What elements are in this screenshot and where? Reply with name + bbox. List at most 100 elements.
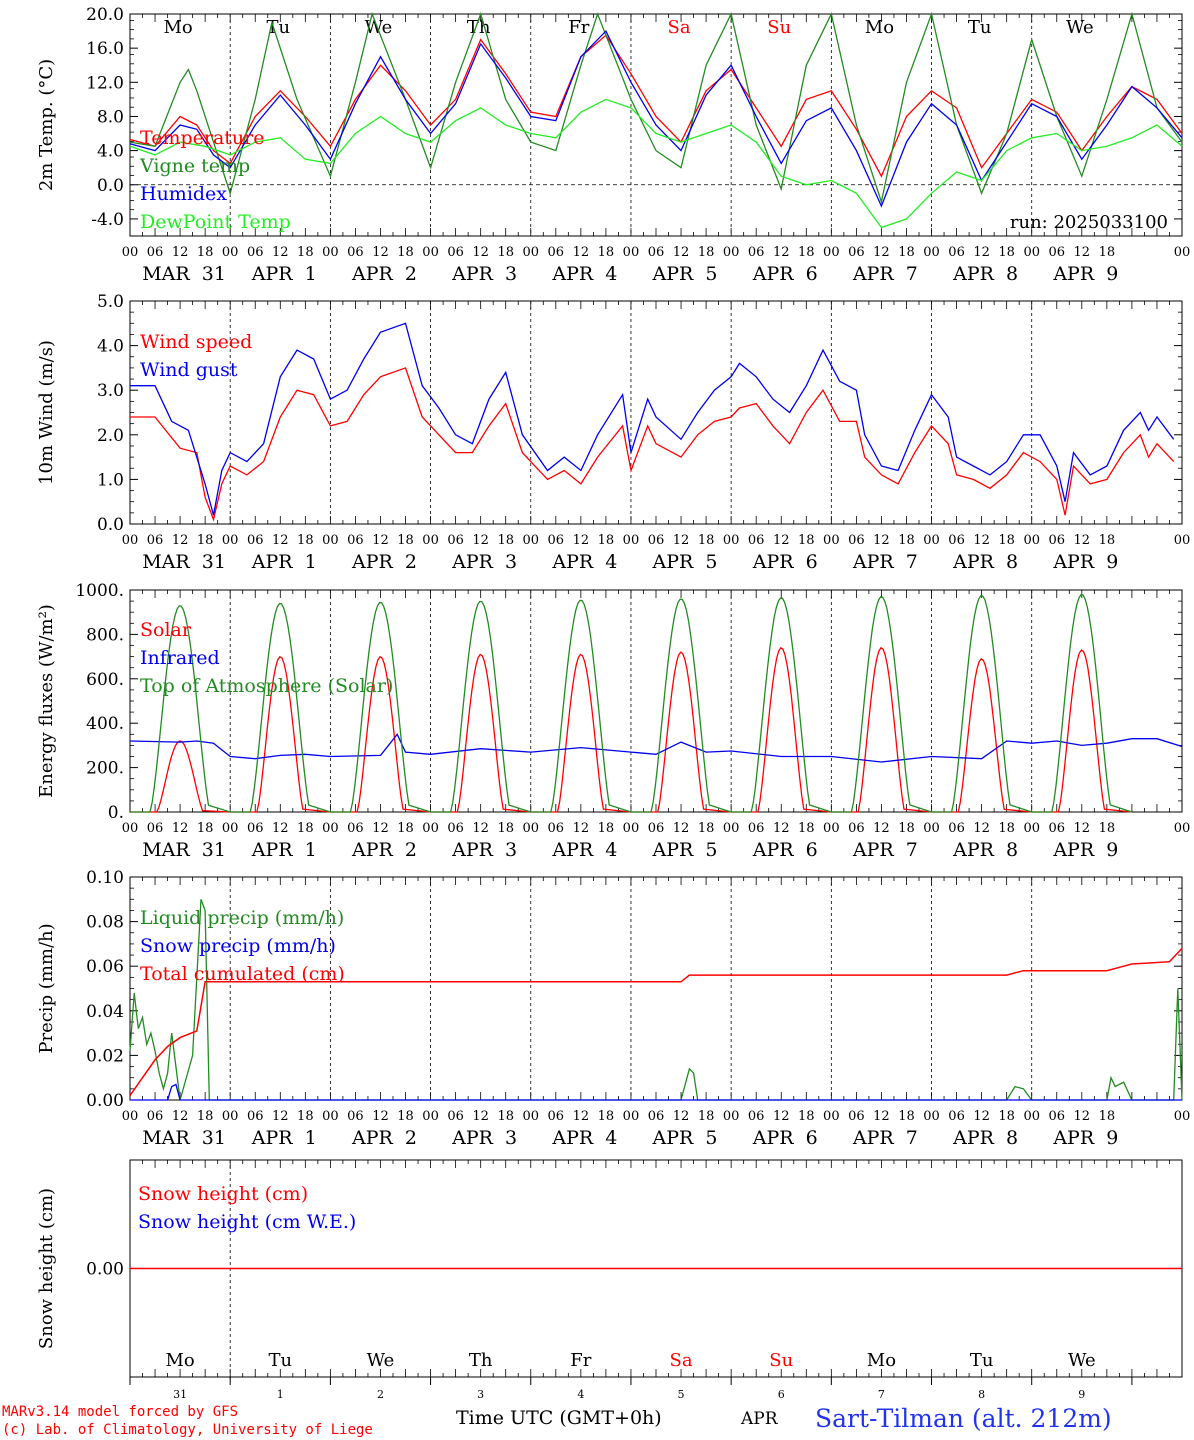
hour-tick-label: 00: [322, 533, 339, 548]
hour-tick-label: 06: [948, 821, 965, 836]
hour-tick-label: 00: [222, 821, 239, 836]
hour-tick-label: 18: [798, 245, 815, 260]
hour-tick-label: 12: [973, 1109, 990, 1124]
hour-tick-label: 12: [472, 533, 489, 548]
hour-tick-label: 12: [372, 245, 389, 260]
hour-tick-label: 18: [297, 533, 314, 548]
weekday-label: Sa: [668, 17, 691, 38]
hour-tick-label: 06: [347, 245, 364, 260]
y-tick-label: 0.0: [97, 176, 124, 196]
weekday-label: Mo: [163, 17, 192, 38]
weekday-label: Fr: [570, 1350, 591, 1371]
hour-tick-label: 12: [873, 821, 890, 836]
hour-tick-label: 12: [172, 821, 189, 836]
hour-tick-label: 06: [848, 1109, 865, 1124]
hour-tick-label: 06: [447, 533, 464, 548]
legend-entry: Snow height (cm W.E.): [138, 1211, 356, 1233]
y-tick-label: 1000.: [75, 581, 124, 601]
hour-tick-label: 06: [848, 245, 865, 260]
series-line: [130, 322, 1175, 516]
hour-tick-label: 06: [648, 1109, 665, 1124]
weekday-label: Tu: [968, 17, 992, 38]
hour-tick-label: 12: [472, 245, 489, 260]
hour-tick-label: 00: [623, 533, 640, 548]
y-tick-label: 200.: [86, 759, 124, 779]
hour-tick-label: 00: [823, 533, 840, 548]
hour-tick-label: 06: [1048, 245, 1065, 260]
hour-tick-label: 12: [673, 533, 690, 548]
hour-tick-label: 06: [948, 533, 965, 548]
hour-tick-label: 12: [973, 821, 990, 836]
hour-tick-label: 00: [322, 821, 339, 836]
hour-tick-label: 12: [472, 821, 489, 836]
hour-tick-label: 12: [973, 533, 990, 548]
y-tick-label: 0.06: [86, 957, 124, 977]
hour-tick-label: 00: [823, 821, 840, 836]
y-tick-label: 4.0: [97, 142, 124, 162]
y-tick-label: 0.10: [86, 868, 124, 888]
y-axis-label: 2m Temp. (°C): [36, 59, 57, 191]
weekday-label: We: [1068, 1350, 1096, 1371]
hour-tick-label: 06: [548, 1109, 565, 1124]
hour-tick-label: 00: [623, 1109, 640, 1124]
hour-tick-label: 12: [873, 533, 890, 548]
weekday-label: We: [1066, 17, 1094, 38]
hour-tick-label: 00: [1174, 533, 1191, 548]
hour-tick-label: 18: [698, 1109, 715, 1124]
hour-tick-label: 06: [848, 533, 865, 548]
hour-tick-label: 12: [472, 1109, 489, 1124]
y-tick-label: 600.: [86, 670, 124, 690]
panel-5: 0.00 Snow height (cm) Snow height (cm) Snow…: [36, 1159, 1183, 1401]
date-label: APR 3: [451, 551, 517, 573]
hour-tick-label: 00: [122, 821, 139, 836]
date-label: APR 8: [952, 839, 1018, 861]
hour-tick-label: 00: [1023, 1109, 1040, 1124]
date-label: APR 6: [752, 263, 818, 285]
legend-entry: Total cumulated (cm): [140, 963, 345, 985]
hour-tick-label: 06: [648, 533, 665, 548]
hour-tick-label: 12: [873, 1109, 890, 1124]
hour-tick-label: 18: [497, 533, 514, 548]
hour-tick-label: 12: [673, 245, 690, 260]
hour-tick-label: 06: [347, 533, 364, 548]
weekday-label: Tu: [266, 17, 290, 38]
date-label: APR 7: [852, 839, 918, 861]
hour-tick-label: 12: [172, 533, 189, 548]
hour-tick-label: 00: [522, 1109, 539, 1124]
date-label: MAR 31: [142, 1127, 226, 1149]
hour-tick-label: 12: [573, 245, 590, 260]
date-label: APR 4: [551, 1127, 617, 1149]
weekday-label: Su: [769, 1350, 793, 1371]
day-number: 4: [577, 1388, 584, 1401]
hour-tick-label: 06: [748, 245, 765, 260]
day-number: 3: [477, 1388, 484, 1401]
series-line: [130, 1083, 1182, 1101]
hour-tick-label: 00: [222, 533, 239, 548]
date-label: APR 2: [351, 551, 417, 573]
series-line: [129, 947, 1183, 1096]
y-tick-label: 2.0: [97, 426, 124, 446]
y-tick-label: 16.0: [86, 39, 124, 59]
hour-tick-label: 18: [1099, 1109, 1116, 1124]
station-label: Sart-Tilman (alt. 212m): [815, 1404, 1112, 1433]
legend-entry: Liquid precip (mm/h): [140, 907, 344, 929]
y-tick-label: 0.: [108, 803, 124, 823]
date-label: APR 4: [551, 263, 617, 285]
hour-tick-label: 06: [748, 821, 765, 836]
hour-tick-label: 06: [147, 245, 164, 260]
y-tick-label: 3.0: [97, 381, 124, 401]
hour-tick-label: 00: [422, 1109, 439, 1124]
hour-tick-label: 00: [522, 533, 539, 548]
hour-tick-label: 06: [548, 821, 565, 836]
date-label: APR 9: [1052, 1127, 1118, 1149]
hour-tick-label: 06: [648, 821, 665, 836]
hour-tick-label: 12: [973, 245, 990, 260]
date-label: MAR 31: [142, 551, 226, 573]
hour-tick-label: 12: [773, 245, 790, 260]
day-number: 5: [678, 1388, 685, 1401]
hour-tick-label: 00: [1174, 245, 1191, 260]
y-tick-label: 800.: [86, 625, 124, 645]
weekday-label: Fr: [568, 17, 589, 38]
hour-tick-label: 06: [447, 821, 464, 836]
hour-tick-label: 18: [297, 245, 314, 260]
